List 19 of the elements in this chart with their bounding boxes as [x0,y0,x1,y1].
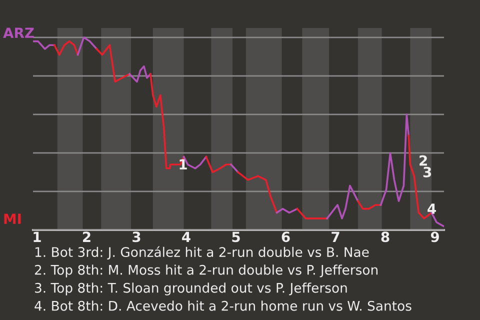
text: 3. Top 8th: T. Sloan grounded out vs P. Jefferson [35,282,347,296]
annotation: 2 [420,155,427,166]
x-tick-label: 7 [332,232,340,242]
x-tick-label: 2 [83,232,90,242]
annotation: 1 [180,159,187,170]
x-tick-label: 1 [34,232,41,242]
text: 1. Bot 3rd: J. González hit a 2-run double vs B. Nae [35,246,369,260]
x-tick-label: 8 [381,232,390,242]
x-tick-label: 9 [430,232,439,242]
x-tick-label: 6 [282,232,290,242]
annotation: 3 [423,166,432,178]
x-tick-label: 5 [232,232,240,242]
annotation: ARZ [3,28,34,38]
text: MI [4,214,21,224]
text: 2. Top 8th: M. Moss hit a 2-run double vs P. Jefferson [34,264,378,278]
text: 4. Bot 8th: D. Acevedo hit a 2-run home run vs W. Santos [34,300,412,311]
x-tick-label: 4 [182,232,190,242]
x-tick-label: 3 [132,232,140,242]
annotation: 4 [428,204,436,214]
